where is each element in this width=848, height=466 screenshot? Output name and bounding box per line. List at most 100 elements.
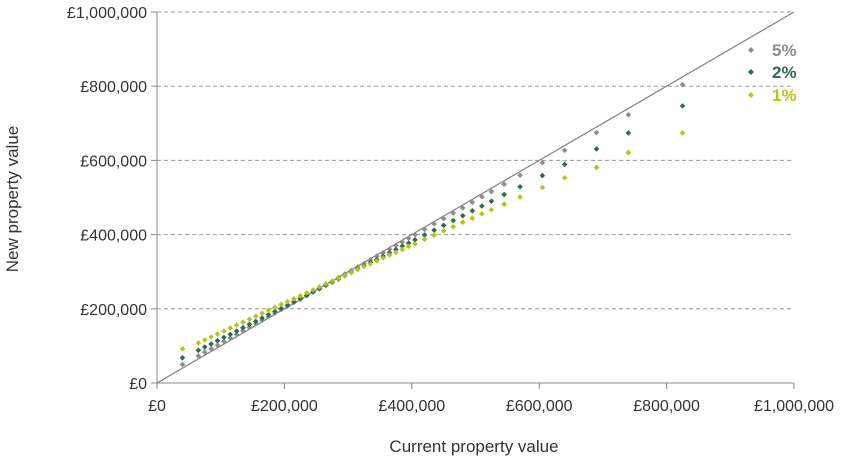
data-point: [393, 242, 399, 249]
data-point: [240, 324, 246, 331]
data-point: [291, 295, 297, 302]
data-point: [240, 328, 246, 334]
x-tick-label: £200,000: [251, 398, 318, 415]
data-point: [221, 328, 227, 334]
data-point: [412, 241, 418, 247]
data-point: [517, 194, 523, 200]
y-tick-label: £200,000: [80, 302, 147, 319]
data-point: [240, 319, 246, 325]
legend-marker-2pct: [748, 69, 754, 75]
data-point: [393, 249, 399, 256]
series-1pct: [179, 130, 686, 352]
legend-label-2pct: 2%: [772, 63, 797, 82]
data-point: [561, 147, 568, 154]
data-point: [479, 211, 485, 217]
data-point: [221, 334, 227, 341]
data-point: [488, 188, 495, 195]
data-point: [278, 301, 285, 308]
y-tick-label: £800,000: [80, 79, 147, 96]
data-point: [252, 318, 259, 325]
data-point: [459, 205, 466, 211]
data-point: [179, 354, 186, 361]
data-point: [284, 298, 291, 305]
data-point: [469, 199, 476, 206]
data-point: [259, 310, 265, 317]
data-point: [421, 236, 428, 243]
data-point: [354, 266, 361, 273]
data-point: [214, 342, 221, 348]
data-point: [539, 172, 546, 179]
data-point: [625, 149, 632, 156]
data-point: [405, 243, 412, 250]
data-point: [459, 212, 466, 219]
data-point: [501, 191, 507, 198]
data-point: [348, 269, 355, 276]
data-point: [479, 203, 485, 209]
y-tick-label: £600,000: [80, 153, 147, 170]
data-point: [201, 349, 208, 356]
data-point: [386, 246, 393, 252]
data-point: [214, 337, 221, 344]
data-point: [380, 249, 386, 256]
y-tick-label: £1,000,000: [67, 5, 147, 22]
axes: [151, 11, 795, 389]
data-point: [501, 201, 507, 207]
data-point: [593, 129, 600, 136]
data-point: [450, 217, 457, 224]
data-point: [342, 272, 348, 279]
legend: 5% 2% 1%: [748, 41, 797, 105]
legend-label-1pct: 1%: [772, 86, 797, 105]
data-point: [329, 278, 335, 284]
x-tick-label: £800,000: [633, 398, 700, 415]
data-point: [195, 353, 202, 359]
data-point: [335, 275, 342, 282]
data-point: [361, 263, 367, 270]
x-axis-title: Current property value: [389, 437, 558, 456]
x-tick-label: £1,000,000: [754, 398, 834, 415]
data-point: [179, 346, 186, 352]
data-point: [179, 361, 186, 368]
data-point: [440, 215, 447, 222]
series-2pct: [179, 103, 686, 361]
data-point: [488, 206, 495, 213]
data-point: [539, 184, 546, 191]
data-point: [373, 258, 380, 264]
data-point: [214, 331, 221, 337]
data-point: [201, 337, 208, 343]
data-point: [431, 227, 437, 233]
data-point: [291, 298, 297, 305]
data-point: [561, 175, 568, 181]
data-point: [459, 219, 466, 226]
data-point: [412, 231, 418, 238]
data-point: [201, 344, 208, 350]
reference-line-layer: [156, 11, 795, 384]
data-point: [593, 164, 600, 171]
data-point: [272, 304, 278, 311]
data-point: [679, 130, 686, 136]
data-point: [246, 321, 253, 328]
data-point: [303, 290, 310, 296]
data-point: [412, 236, 418, 243]
data-point: [399, 243, 406, 249]
data-point: [195, 340, 202, 346]
data-point: [208, 334, 214, 340]
data-point: [517, 183, 523, 190]
data-point: [227, 335, 234, 341]
data-point: [405, 235, 412, 242]
data-point: [488, 198, 495, 205]
data-point: [450, 224, 457, 230]
data-point: [208, 346, 214, 352]
data-point: [517, 172, 523, 179]
x-tick-label: £400,000: [378, 398, 445, 415]
data-point: [310, 287, 316, 293]
data-point: [233, 331, 240, 338]
legend-marker-1pct: [748, 92, 754, 98]
data-point: [679, 81, 686, 88]
data-point: [221, 338, 227, 345]
data-point: [431, 232, 437, 239]
data-point: [386, 252, 393, 258]
data-point: [246, 324, 253, 331]
gridlines: [157, 11, 794, 310]
data-point: [316, 284, 323, 290]
